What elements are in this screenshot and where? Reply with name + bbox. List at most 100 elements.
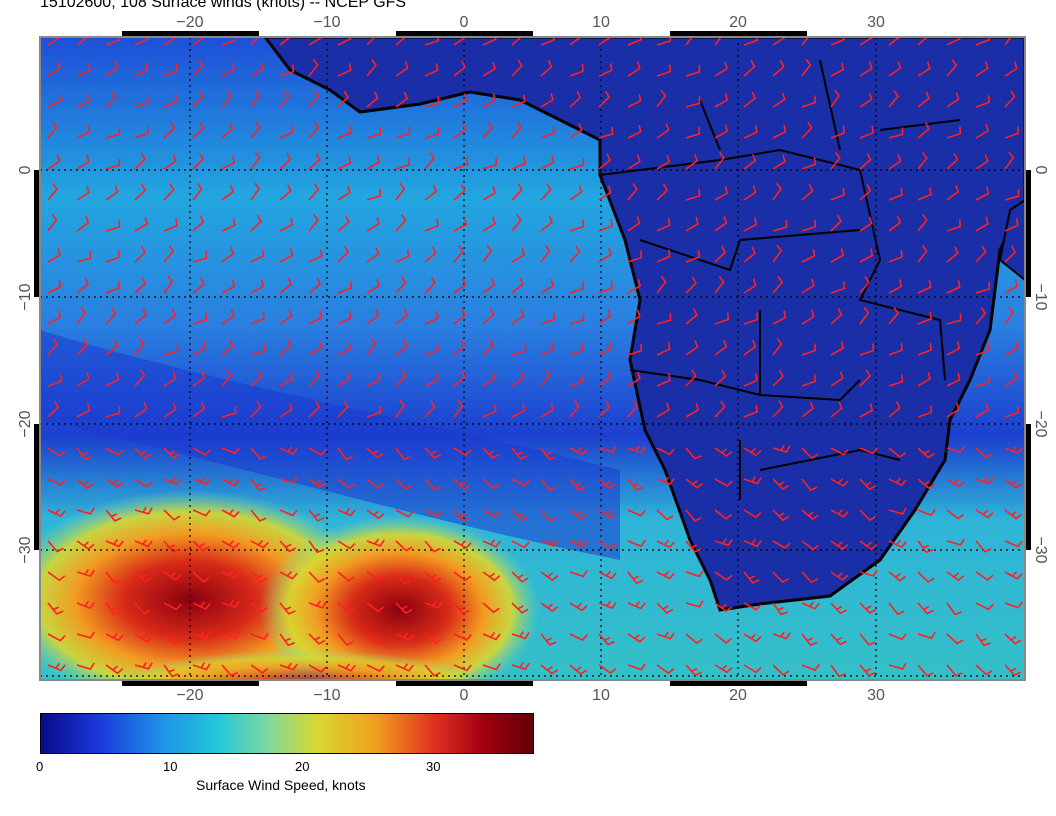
wind-barb (192, 630, 211, 639)
wind-barb (76, 185, 90, 201)
wind-barb (743, 509, 762, 519)
wind-barb (830, 248, 845, 263)
wind-barb (917, 151, 928, 170)
wind-barb (569, 509, 588, 520)
wind-barb (424, 63, 439, 77)
wind-barb (366, 509, 385, 520)
wind-barb (975, 61, 989, 77)
wind-barb (685, 126, 701, 139)
wind-barb (627, 93, 642, 108)
wind-barb (337, 311, 352, 325)
wind-barb (540, 278, 555, 294)
wind-barb (163, 371, 177, 387)
wind-barb (279, 570, 298, 580)
wind-barb (772, 276, 784, 294)
wind-barb (685, 340, 699, 356)
wind-barb (511, 94, 526, 108)
wind-barb (424, 509, 443, 518)
wind-barb (1004, 245, 1017, 263)
wind-barb (105, 185, 119, 201)
wind-barb (598, 153, 611, 170)
wind-barb (656, 509, 674, 521)
wind-barb (192, 662, 211, 671)
wind-barb (540, 447, 557, 461)
wind-barb (134, 369, 146, 387)
wind-barb (859, 664, 876, 677)
wind-barb (975, 123, 989, 139)
wind-barb (76, 338, 88, 356)
wind-barb (946, 92, 960, 108)
wind-barb (134, 478, 153, 488)
high-wind-zone (260, 515, 540, 680)
wind-barb (221, 122, 234, 139)
wind-barb (482, 121, 494, 139)
wind-barb (511, 509, 529, 522)
wind-barb (134, 447, 152, 460)
wind-barb (975, 447, 993, 459)
wind-barb (308, 310, 323, 325)
wind-barb (569, 90, 582, 108)
wind-barb (946, 372, 961, 387)
wind-barb (366, 91, 379, 108)
wind-barb (656, 89, 667, 108)
wind-barb (221, 339, 234, 356)
wind-barb (598, 185, 612, 201)
wind-barb (337, 633, 354, 646)
wind-barb (859, 125, 874, 139)
wind-barb (308, 58, 319, 77)
wind-barb (134, 402, 148, 418)
wind-barb (424, 478, 441, 491)
wind-barb (540, 538, 559, 547)
wind-barb (250, 62, 265, 77)
wind-barb (163, 540, 180, 553)
wind-barb (105, 478, 124, 488)
wind-barb (743, 633, 762, 643)
wind-barb (917, 509, 936, 517)
colorbar-tick-label: 10 (163, 759, 178, 774)
wind-barb (685, 570, 704, 578)
wind-barb (76, 403, 91, 418)
wind-barb (801, 601, 820, 610)
wind-barb (743, 153, 757, 170)
wind-barb (743, 404, 758, 418)
wind-barb (308, 249, 323, 263)
wind-barb (888, 477, 907, 487)
wind-barb (366, 126, 382, 139)
wind-barb (888, 61, 902, 77)
wind-barb (859, 92, 873, 108)
wind-barb (888, 602, 905, 616)
wind-barb (366, 188, 382, 201)
wind-barb (134, 245, 146, 263)
wind-barb (47, 508, 66, 518)
wind-barb (859, 248, 874, 263)
wind-barb (1004, 571, 1023, 580)
lat-tick-label: −30 (1032, 536, 1049, 563)
wind-barb (859, 403, 874, 418)
wind-barb (946, 538, 965, 546)
wind-barb (1004, 306, 1015, 325)
wind-barb (714, 151, 725, 170)
wind-barb (279, 125, 294, 139)
wind-barb (714, 186, 729, 201)
wind-barb (627, 571, 644, 585)
wind-barb (859, 447, 878, 455)
wind-barb (1004, 218, 1019, 232)
wind-barb (76, 371, 90, 387)
wind-barb (1004, 601, 1023, 609)
wind-barb (540, 183, 552, 201)
wind-barb (279, 277, 293, 294)
wind-barb (801, 184, 814, 201)
wind-barb (424, 664, 441, 677)
wind-barb (685, 64, 701, 77)
wind-barb (134, 539, 153, 548)
wind-barb (192, 571, 210, 583)
wind-barb (685, 478, 704, 489)
wind-barb (308, 509, 325, 522)
wind-barb (830, 89, 841, 108)
wind-barb (917, 244, 928, 263)
wind-barb (656, 476, 675, 486)
wind-barb (801, 374, 817, 387)
wind-barb (975, 509, 994, 519)
wind-barb (337, 341, 352, 356)
wind-barb (192, 277, 205, 294)
